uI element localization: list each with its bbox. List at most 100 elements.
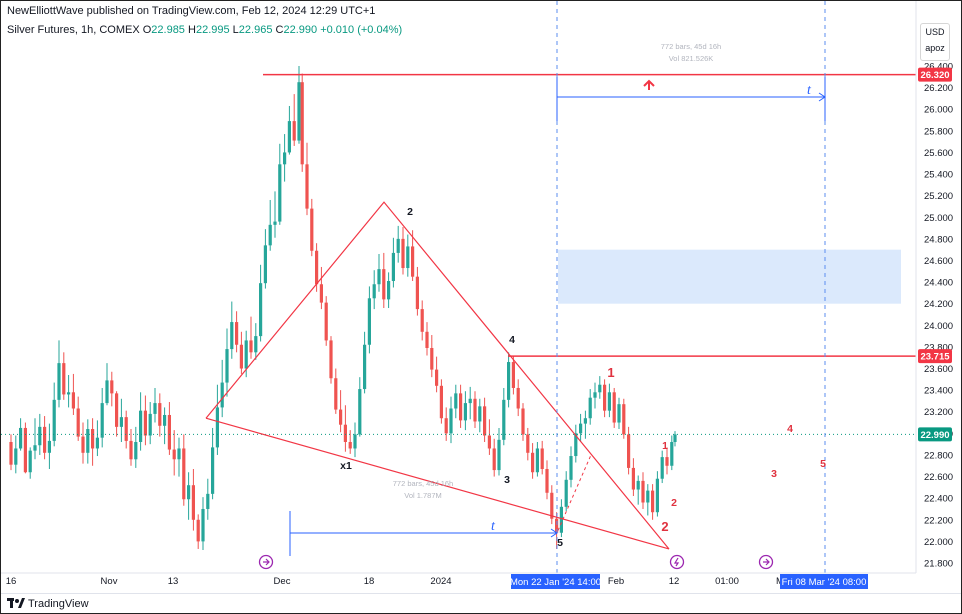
price-tag-resistance [918, 67, 952, 82]
candle-body [655, 478, 659, 513]
candle-body [454, 393, 458, 409]
candle-body [564, 479, 568, 507]
candle-body [617, 404, 621, 423]
candle-body [382, 269, 386, 300]
candle-body [555, 518, 559, 533]
candle-body [211, 447, 215, 494]
price-tick-label: 26.400 [924, 62, 953, 73]
candles [9, 66, 677, 551]
candle-body [206, 493, 210, 509]
candle-body [348, 441, 352, 449]
price-tick-label: 25.200 [924, 191, 953, 202]
candle-body [665, 457, 669, 466]
symbol-name[interactable]: Silver Futures, 1h, COMEX [7, 24, 140, 36]
wave-label: 2 [661, 519, 668, 534]
candle-body [91, 429, 95, 449]
tradingview-logo[interactable]: TradingView [7, 598, 89, 610]
candle-body [148, 413, 152, 436]
candle-body [52, 399, 56, 441]
time-tick-label: Dec [274, 576, 291, 587]
time-tick-label: Nov [101, 576, 118, 587]
price-tick-label: 25.400 [924, 170, 953, 181]
open-label: O [142, 24, 152, 36]
price-tick-label: 24.000 [924, 321, 953, 332]
wave-label: 4 [787, 423, 793, 435]
tradingview-logo-text: TradingView [28, 598, 89, 610]
date-tag [511, 574, 600, 589]
candle-body [110, 380, 114, 394]
candle-body [14, 448, 18, 465]
low-value: 22.965 [238, 24, 273, 36]
candle-body [478, 406, 482, 422]
candle-body [420, 309, 424, 332]
candle-body [651, 490, 655, 513]
candle-body [23, 427, 27, 473]
candle-body [254, 336, 258, 353]
candle-body [153, 403, 157, 414]
price-tag-label: 26.320 [920, 70, 949, 81]
candle-body [612, 392, 616, 423]
candle-body [278, 164, 282, 222]
candle-body [483, 406, 487, 436]
wedge-lower [205, 417, 670, 550]
time-tick-label: 16 [6, 576, 17, 587]
candle-body [129, 440, 133, 460]
candle-body [187, 485, 191, 500]
price-tick-label: 23.800 [924, 342, 953, 353]
candle-body [33, 445, 37, 451]
price-tick-label: 23.200 [924, 407, 953, 418]
time-tick-label: 18 [364, 576, 375, 587]
close-value: 22.990 [283, 24, 318, 36]
candle-body [670, 441, 674, 466]
high-label: H [188, 24, 196, 36]
high-value: 22.995 [195, 24, 230, 36]
candle-body [377, 269, 381, 285]
candle-body [235, 322, 239, 345]
measure-bottom-vol: Vol 1.787M [404, 491, 442, 500]
candle-body [535, 448, 539, 473]
candle-body [119, 417, 123, 427]
candle-body [363, 344, 367, 390]
candle-body [545, 469, 549, 493]
candle-body [115, 393, 119, 427]
candle-body [143, 410, 147, 436]
price-tag-label: 22.990 [920, 430, 949, 441]
candle-body [660, 457, 664, 479]
candle-body [449, 408, 453, 434]
candle-body [76, 408, 80, 437]
candle-body [324, 302, 328, 341]
price-tick-label: 24.400 [924, 278, 953, 289]
price-tag-resistance [918, 349, 952, 364]
event-marker-glyph [673, 557, 680, 567]
time-tick-label: Feb [608, 576, 624, 587]
candle-body [172, 449, 176, 460]
candle-body [531, 452, 535, 473]
currency-label: USD [925, 27, 945, 37]
drawings: t 772 bars, 45d 16h Vol 821.526K t 772 bars,… [1, 1, 916, 573]
candle-body [435, 369, 439, 386]
candle-body [305, 164, 309, 209]
price-axis[interactable]: 26.400 26.200 26.000 25.800 25.600 25.400 25.2… [915, 1, 953, 573]
price-tick-label: 22.400 [924, 494, 953, 505]
target-zone-box [558, 249, 901, 304]
candle-body [526, 434, 530, 453]
candle-body [492, 448, 496, 471]
candle-body [81, 436, 85, 453]
candle-body [507, 362, 511, 400]
currency-sub-label: apoz [925, 43, 945, 53]
candle-body [300, 82, 304, 165]
up-arrow-icon [643, 79, 655, 90]
measure-bottom-info: 772 bars, 45d 16h [393, 479, 453, 488]
candle-body [550, 492, 554, 519]
candle-body [459, 393, 463, 421]
candle-body [310, 208, 314, 251]
price-tick-label: 26.200 [924, 83, 953, 94]
candle-body [163, 414, 167, 426]
currency-button[interactable]: USD apoz [920, 23, 950, 61]
candle-body [627, 434, 631, 468]
candle-body [646, 490, 650, 503]
candle-body [196, 519, 200, 542]
candle-body [406, 246, 410, 269]
